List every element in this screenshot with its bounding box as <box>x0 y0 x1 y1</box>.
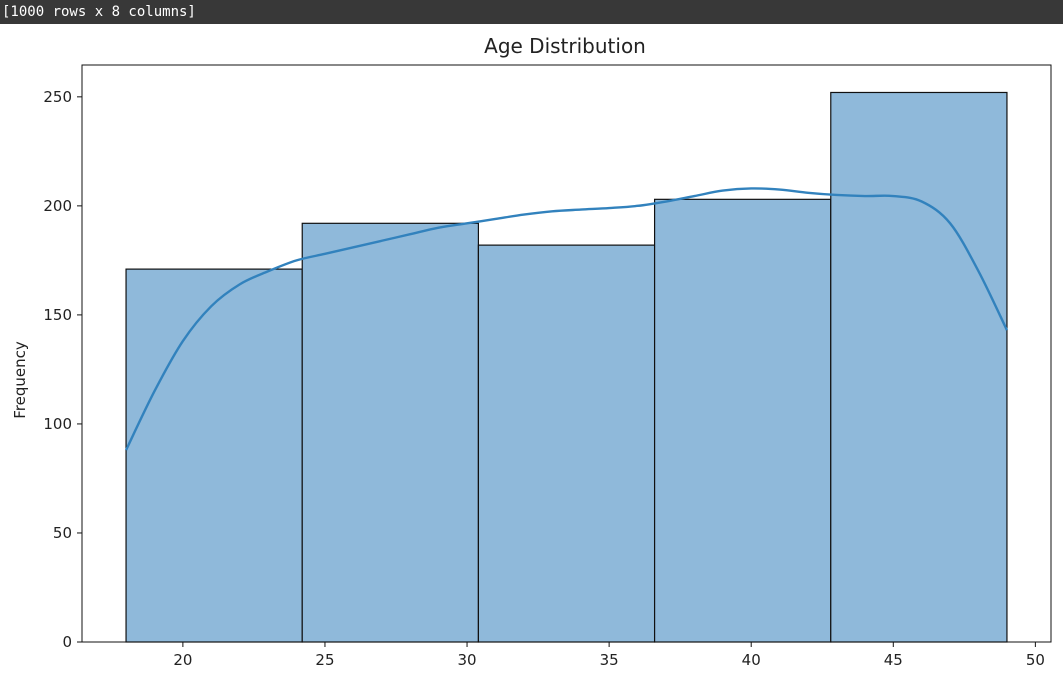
x-tick-label: 45 <box>884 651 903 669</box>
x-tick-label: 30 <box>457 651 476 669</box>
y-axis-label: Frequency <box>11 341 29 419</box>
histogram-bars <box>125 91 1008 643</box>
histogram-bar-4 <box>653 198 832 643</box>
histogram-bar-1 <box>125 268 303 643</box>
plot-frame <box>81 64 1052 643</box>
console-output-line: [1000 rows x 8 columns] <box>0 0 1063 24</box>
histogram-bar-3 <box>477 244 656 643</box>
x-tick-label: 35 <box>600 651 619 669</box>
y-tick-label: 150 <box>43 306 72 324</box>
kde-line <box>124 187 1009 451</box>
x-tick-label: 50 <box>1026 651 1045 669</box>
x-tick-label: 40 <box>742 651 761 669</box>
y-tick-label: 0 <box>62 633 72 651</box>
y-tick-label: 200 <box>43 197 72 215</box>
axes: 20 25 30 35 40 45 50 0 50 100 150 200 250 <box>43 64 1052 669</box>
kde-curve-group <box>124 187 1009 451</box>
y-tick-label: 100 <box>43 415 72 433</box>
x-tick-label: 25 <box>315 651 334 669</box>
y-tick-label: 50 <box>53 524 72 542</box>
histogram-bar-5 <box>830 91 1008 643</box>
chart-title: Age Distribution <box>484 34 646 58</box>
y-tick-label: 250 <box>43 88 72 106</box>
x-tick-label: 20 <box>173 651 192 669</box>
age-distribution-chart: Age Distribution Frequency 20 25 30 35 40 45 5… <box>11 34 1052 669</box>
histogram-bar-2 <box>301 222 480 643</box>
